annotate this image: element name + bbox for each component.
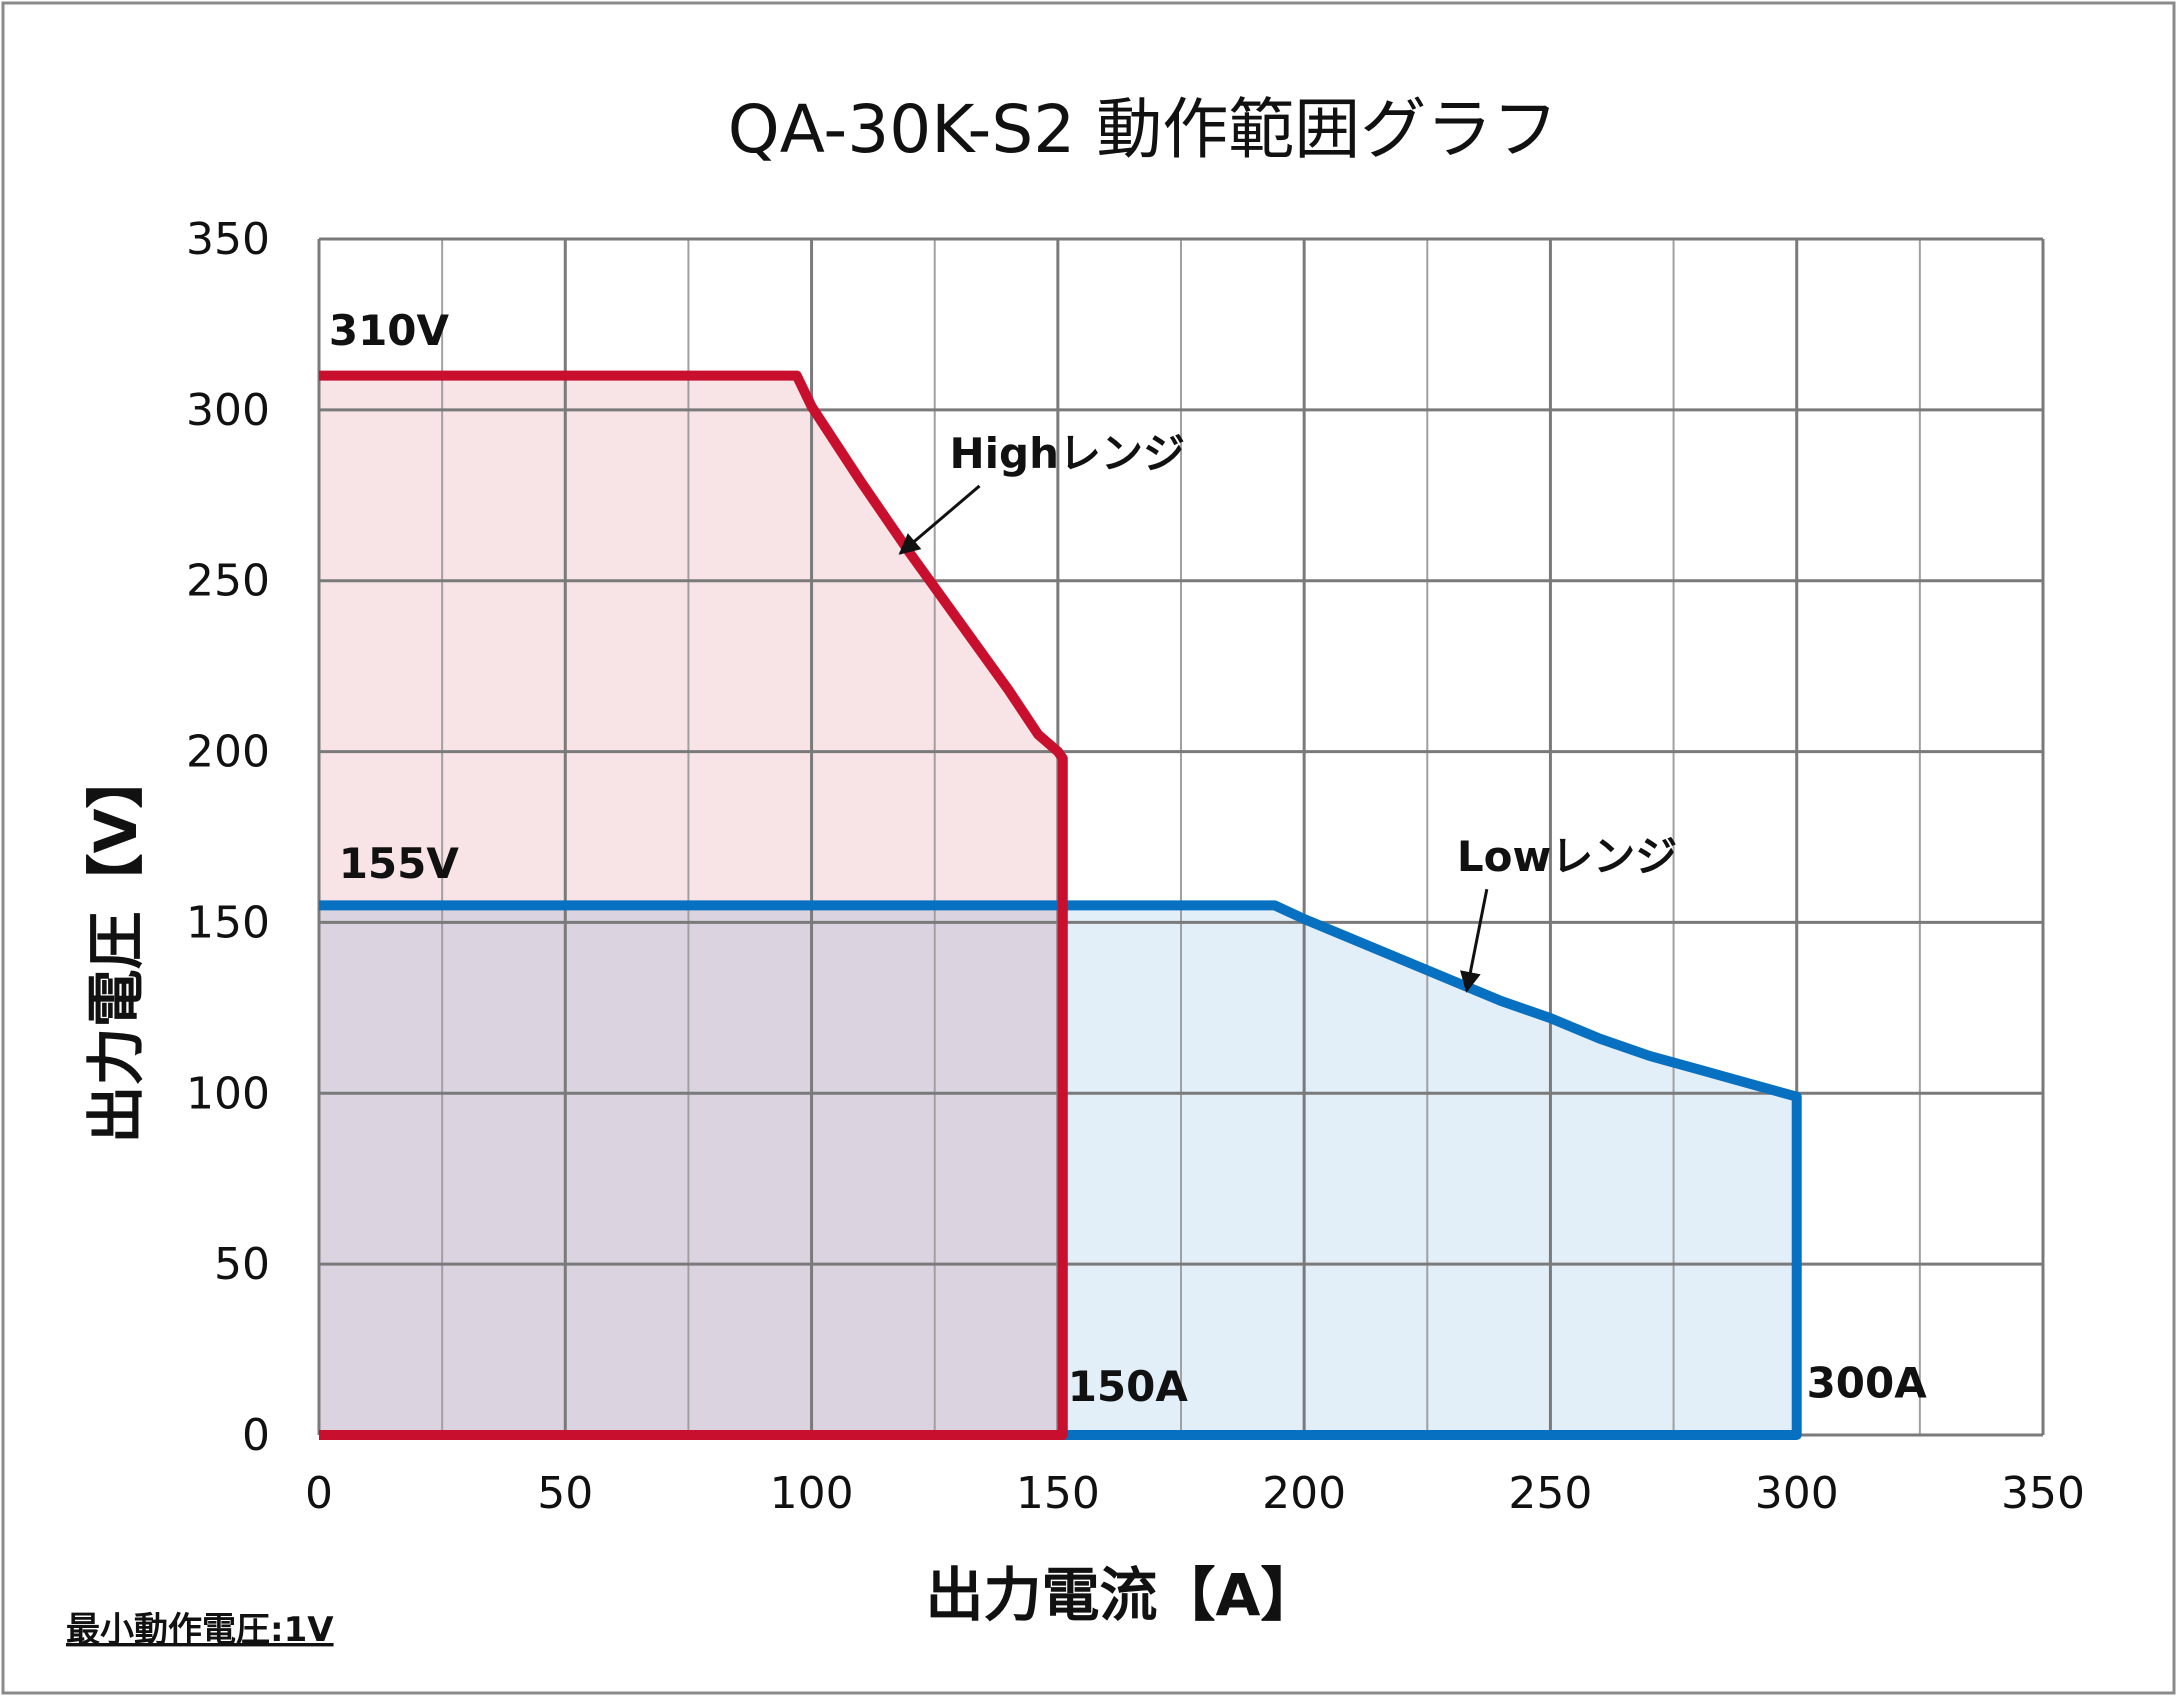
footnote: 最小動作電圧:1V xyxy=(66,1610,334,1650)
x-tick-label: 350 xyxy=(2001,1468,2085,1519)
y-tick-label: 350 xyxy=(186,214,270,265)
y-tick-label: 0 xyxy=(242,1410,270,1461)
x-axis-label: 出力電流【A】 xyxy=(926,1561,1319,1629)
x-tick-label: 300 xyxy=(1755,1468,1839,1519)
series-line-0 xyxy=(319,370,1068,1440)
y-tick-label: 50 xyxy=(214,1239,270,1290)
x-tick-label: 0 xyxy=(305,1468,333,1519)
annotation-label: 310V xyxy=(329,306,450,355)
x-tick-label: 150 xyxy=(1016,1468,1100,1519)
y-tick-label: 100 xyxy=(186,1068,270,1119)
annotation-label: 155V xyxy=(339,839,460,888)
annotation-label: Lowレンジ xyxy=(1457,832,1677,881)
annotation-arrow xyxy=(898,484,981,555)
annotation-label: 300A xyxy=(1807,1358,1928,1407)
annotation-label: 150A xyxy=(1068,1362,1189,1411)
annotation-arrow xyxy=(1460,888,1489,993)
chart-title: QA-30K-S2 動作範囲グラフ xyxy=(728,91,1558,168)
x-tick-label: 200 xyxy=(1262,1468,1346,1519)
x-tick-label: 250 xyxy=(1508,1468,1592,1519)
y-tick-label: 250 xyxy=(186,556,270,607)
y-axis-label: 出力電圧【V】 xyxy=(82,751,150,1144)
x-tick-label: 100 xyxy=(770,1468,854,1519)
annotation-label: Highレンジ xyxy=(949,429,1185,478)
y-tick-label: 150 xyxy=(186,897,270,948)
y-tick-label: 200 xyxy=(186,727,270,778)
x-tick-label: 50 xyxy=(537,1468,593,1519)
series-line-1 xyxy=(319,900,1802,1440)
y-tick-label: 300 xyxy=(186,385,270,436)
